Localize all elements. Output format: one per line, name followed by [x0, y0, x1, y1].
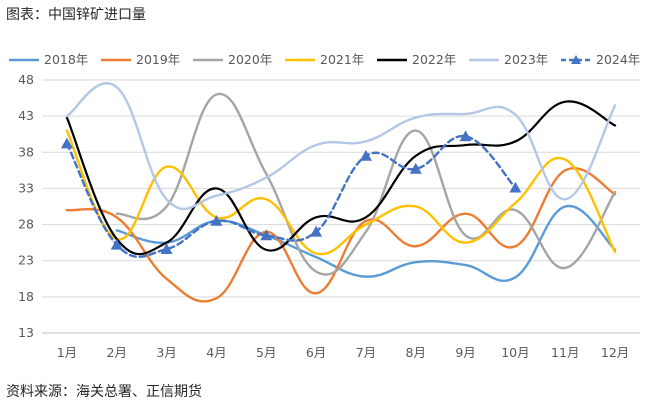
- y-tick-label: 23: [18, 253, 34, 268]
- data-point-marker: [409, 162, 422, 174]
- x-tick-label: 4月: [206, 345, 226, 360]
- series-line: [65, 167, 617, 303]
- data-point-marker: [459, 130, 472, 142]
- x-tick-label: 6月: [306, 345, 326, 360]
- y-tick-label: 48: [18, 72, 34, 87]
- y-tick-label: 43: [18, 108, 34, 123]
- data-point-marker: [210, 214, 223, 226]
- y-tick-label: 13: [18, 325, 34, 340]
- legend-item: 2024年: [561, 52, 640, 67]
- series-line: [65, 129, 617, 256]
- source-note: 资料来源：海关总署、正信期货: [6, 384, 202, 400]
- series-2022年: [65, 100, 617, 256]
- chart-title: 图表：中国锌矿进口量: [6, 7, 146, 23]
- legend-item: 2022年: [377, 52, 456, 67]
- series-2024年: [60, 130, 522, 259]
- y-tick-label: 18: [18, 289, 34, 304]
- data-point-marker: [160, 243, 173, 254]
- x-tick-label: 12月: [601, 345, 629, 360]
- legend-label: 2024年: [596, 52, 640, 67]
- y-tick-label: 33: [18, 180, 34, 195]
- y-axis: 13 18 23 28 33 38 43 48: [18, 72, 34, 340]
- legend-label: 2022年: [412, 52, 456, 67]
- chart-legend: 2018年 2019年 2020年 2021年 2022年 2023年 2024年: [9, 52, 640, 67]
- data-point-marker: [60, 137, 73, 149]
- x-tick-label: 10月: [501, 345, 529, 360]
- legend-item: 2021年: [285, 52, 364, 67]
- legend-label: 2021年: [320, 52, 364, 67]
- x-tick-label: 3月: [156, 345, 176, 360]
- series-line: [115, 92, 617, 276]
- x-axis: 1月 2月 3月 4月 5月 6月 7月 8月 9月 10月 11月 12月: [57, 345, 630, 360]
- data-point-marker: [260, 229, 273, 241]
- data-point-marker: [359, 149, 372, 161]
- x-tick-label: 1月: [57, 345, 77, 360]
- legend-label: 2020年: [228, 52, 272, 67]
- data-point-marker: [310, 225, 323, 237]
- x-tick-label: 7月: [356, 345, 376, 360]
- y-tick-label: 38: [18, 144, 34, 159]
- series-line: [65, 82, 617, 211]
- series-2021年: [65, 129, 617, 256]
- data-point-marker: [509, 181, 522, 193]
- series-line: [65, 100, 617, 256]
- x-tick-label: 8月: [406, 345, 426, 360]
- legend-item: 2020年: [193, 52, 272, 67]
- series-line: [65, 135, 517, 259]
- x-tick-label: 2月: [107, 345, 127, 360]
- y-tick-label: 28: [18, 217, 34, 232]
- x-tick-label: 5月: [256, 345, 276, 360]
- legend-label: 2019年: [136, 52, 180, 67]
- x-tick-label: 9月: [455, 345, 475, 360]
- legend-label: 2018年: [44, 52, 88, 67]
- legend-item: 2019年: [101, 52, 180, 67]
- series-2020年: [115, 92, 617, 276]
- data-point-marker: [110, 238, 123, 250]
- chart-gridlines: [42, 79, 640, 334]
- legend-item: 2018年: [9, 52, 88, 67]
- legend-marker: [571, 55, 581, 64]
- x-tick-label: 11月: [551, 345, 579, 360]
- chart-series: [60, 82, 617, 303]
- legend-item: 2023年: [469, 52, 548, 67]
- legend-label: 2023年: [504, 52, 548, 67]
- series-2023年: [65, 82, 617, 211]
- series-2019年: [65, 167, 617, 303]
